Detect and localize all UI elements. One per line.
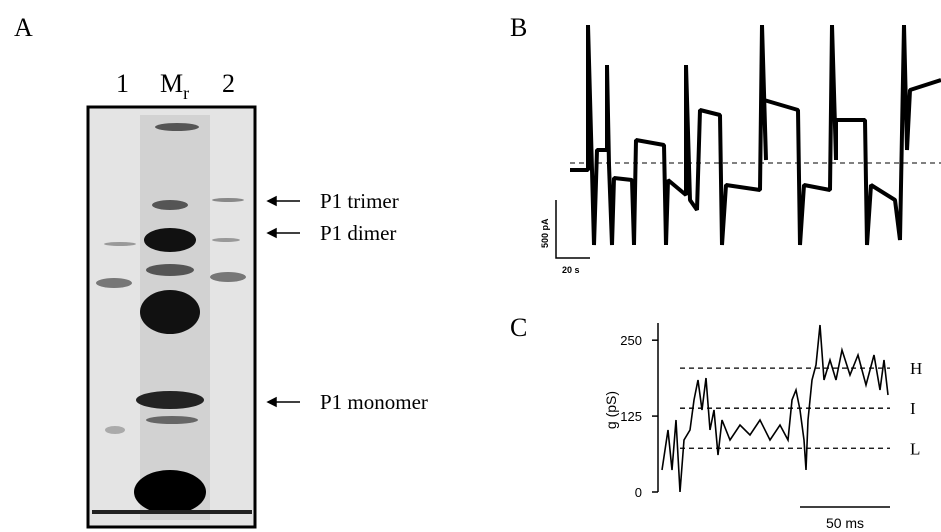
y-tick-label: 0 [635, 485, 642, 500]
y-tick-label: 125 [620, 409, 642, 424]
lane-label-main: M [160, 69, 183, 98]
level-label: L [910, 439, 920, 458]
band-label: P1 trimer [320, 189, 399, 213]
arrows [266, 195, 300, 408]
level-label: H [910, 359, 922, 378]
current-trace [570, 24, 941, 246]
lane-label: 2 [222, 69, 235, 98]
lane-label: 1 [116, 69, 129, 98]
scale-label: 20 s [562, 265, 580, 275]
y-tick-label: 250 [620, 333, 642, 348]
conductance-trace [661, 324, 889, 493]
y-axis-label: g (pS) [603, 391, 619, 429]
lane-label: Mr [160, 69, 189, 103]
lane-label-sub: r [183, 83, 189, 103]
band-label: P1 dimer [320, 221, 396, 245]
panel-label: C [510, 313, 527, 342]
scale-bar [555, 200, 590, 259]
panel-label: B [510, 13, 527, 42]
level-label: I [910, 399, 916, 418]
gel [86, 105, 257, 529]
band-label: P1 monomer [320, 390, 428, 414]
scale-label: 500 pA [540, 218, 550, 248]
scale-label: 50 ms [826, 515, 864, 531]
panel-label: A [14, 13, 33, 42]
